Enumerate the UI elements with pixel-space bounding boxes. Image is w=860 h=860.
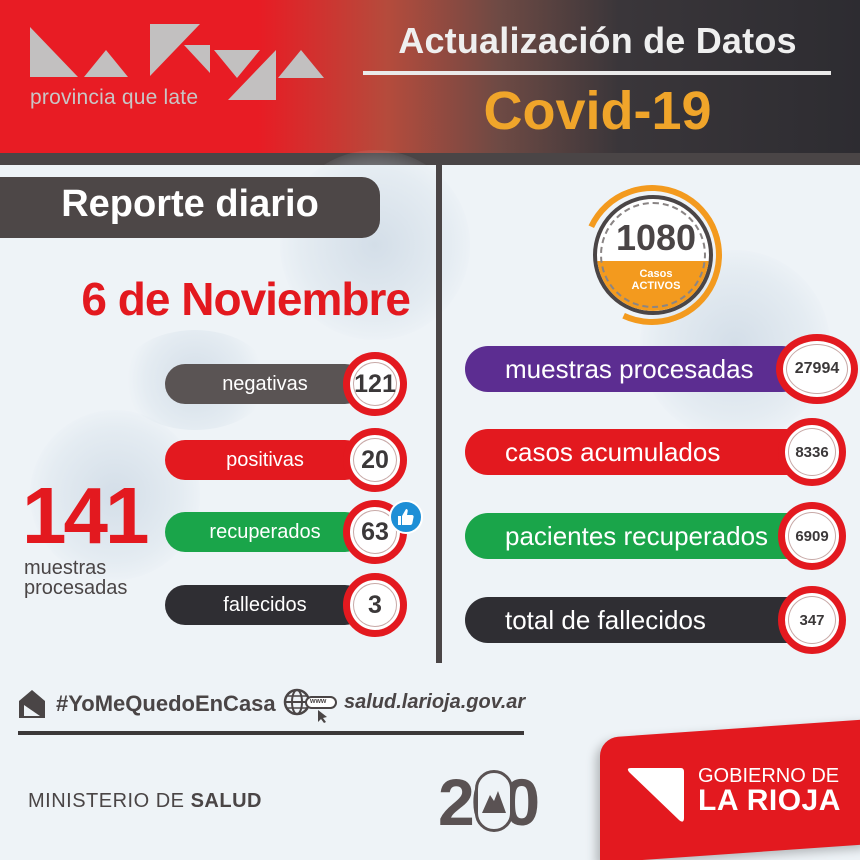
ministry-name: MINISTERIO DE SALUD <box>28 790 262 813</box>
daily-total-samples: 141 <box>22 471 149 560</box>
daily-report-heading: Reporte diario <box>61 183 319 225</box>
house-icon <box>18 688 46 725</box>
logo-triangle-5 <box>214 50 260 78</box>
stat-value: 121 <box>354 369 396 398</box>
cumulative-label: total de fallecidos <box>505 605 706 635</box>
cumulative-pill-muestras: muestras procesadas <box>465 346 805 392</box>
logo-triangle-2 <box>84 50 128 77</box>
active-label-line2: ACTIVOS <box>631 280 681 292</box>
page-title: Actualización de Datos <box>398 20 797 61</box>
website-globe-icon <box>282 688 340 729</box>
cumulative-value: 6909 <box>795 527 829 545</box>
cumulative-value: 27994 <box>794 360 840 377</box>
cumulative-badge-casos: 8336 <box>778 418 846 486</box>
logo-triangle-1 <box>30 27 78 77</box>
brand-tagline: provincia que late <box>30 86 199 109</box>
cumulative-badge-muestras: 27994 <box>776 334 858 404</box>
total-label-line2: procesadas <box>24 577 128 599</box>
logo-triangle-4 <box>184 45 210 73</box>
header-divider <box>0 153 860 165</box>
stat-value: 3 <box>368 590 382 619</box>
stat-label: fallecidos <box>223 594 307 616</box>
thumbs-up-icon <box>389 500 423 534</box>
website-link[interactable]: salud.larioja.gov.ar <box>344 691 526 713</box>
title-underline <box>363 71 831 75</box>
stat-label: negativas <box>222 373 308 395</box>
active-cases-label: Casos ACTIVOS <box>593 268 719 292</box>
logo-triangle-7 <box>278 50 324 78</box>
column-divider <box>436 165 442 663</box>
stat-label: positivas <box>226 449 304 471</box>
gobierno-logo-icon <box>626 766 686 826</box>
cumulative-pill-fallecidos: total de fallecidos <box>465 597 810 643</box>
virus-bg-decoration <box>30 410 200 580</box>
stat-badge-fallecidos: 3 <box>343 573 407 637</box>
cumulative-badge-fallecidos: 347 <box>778 586 846 654</box>
la-rioja-logo <box>0 0 340 120</box>
cumulative-label: pacientes recuperados <box>505 521 769 551</box>
gobierno-line1: GOBIERNO DE <box>698 765 840 787</box>
coat-of-arms-icon <box>475 770 513 832</box>
daily-report-heading-bg <box>0 177 380 238</box>
stat-pill-recuperados: recuperados <box>165 512 365 552</box>
footer-divider <box>18 731 524 735</box>
hashtag-text: #YoMeQuedoEnCasa <box>56 691 276 716</box>
cumulative-badge-recuperados: 6909 <box>778 502 846 570</box>
daily-total-label: muestras procesadas <box>24 558 127 598</box>
cumulative-label: muestras procesadas <box>505 354 754 384</box>
report-date: 6 de Noviembre <box>81 273 411 325</box>
stat-pill-fallecidos: fallecidos <box>165 585 365 625</box>
www-label: www <box>310 698 327 705</box>
stat-badge-positivas: 20 <box>343 428 407 492</box>
ministry-bold: SALUD <box>190 790 262 812</box>
stat-pill-negativas: negativas <box>165 364 365 404</box>
cumulative-value: 347 <box>799 611 825 629</box>
page-subtitle: Covid-19 <box>483 81 712 141</box>
stat-label: recuperados <box>209 521 321 543</box>
active-cases-dashed-ring <box>600 202 706 308</box>
cumulative-pill-casos: casos acumulados <box>465 429 810 475</box>
cumulative-label: casos acumulados <box>505 437 721 467</box>
stat-pill-positivas: positivas <box>165 440 365 480</box>
ministry-regular: MINISTERIO DE <box>28 790 191 812</box>
active-label-line1: Casos <box>639 268 673 280</box>
stat-value: 63 <box>361 517 389 546</box>
active-cases-value: 1080 <box>615 217 697 258</box>
gobierno-line2: LA RIOJA <box>698 784 841 817</box>
stat-value: 20 <box>361 445 389 474</box>
cumulative-value: 8336 <box>795 443 829 461</box>
header-banner <box>0 0 860 153</box>
cumulative-pill-recuperados: pacientes recuperados <box>465 513 810 559</box>
total-label-line1: muestras <box>24 557 107 579</box>
stat-badge-negativas: 121 <box>343 352 407 416</box>
